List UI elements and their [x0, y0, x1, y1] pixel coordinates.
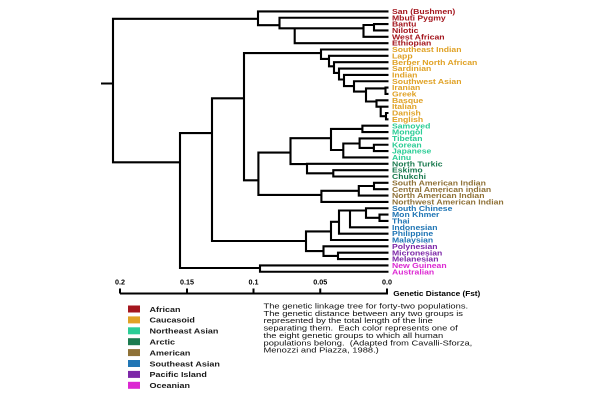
svg-text:Menozzi and Piazza, 1988.): Menozzi and Piazza, 1988.): [264, 346, 379, 355]
svg-text:0.15: 0.15: [180, 278, 194, 287]
svg-text:Micronesian: Micronesian: [392, 248, 442, 257]
svg-text:South Chinese: South Chinese: [392, 204, 452, 213]
svg-text:North American Indian: North American Indian: [392, 191, 485, 200]
svg-text:The genetic linkage tree for f: The genetic linkage tree for forty-two p…: [264, 302, 469, 311]
svg-text:Southeast Indian: Southeast Indian: [392, 45, 462, 54]
svg-text:Tibetan: Tibetan: [392, 134, 423, 143]
svg-text:Lapp: Lapp: [392, 51, 413, 60]
svg-text:Japanese: Japanese: [392, 147, 431, 156]
svg-text:represented by the total lengt: represented by the total length of the l…: [264, 316, 433, 325]
svg-text:Basque: Basque: [392, 96, 423, 105]
svg-text:Eskimo: Eskimo: [392, 166, 423, 175]
svg-text:Southeast Asian: Southeast Asian: [150, 359, 220, 368]
svg-text:Mongol: Mongol: [392, 128, 423, 137]
svg-text:American: American: [150, 348, 191, 357]
svg-text:Northeast Asian: Northeast Asian: [150, 327, 219, 336]
svg-text:Italian: Italian: [392, 102, 417, 111]
svg-text:Polynesian: Polynesian: [392, 242, 438, 251]
svg-text:San (Bushmen): San (Bushmen): [392, 7, 456, 16]
svg-text:Central American indian: Central American indian: [392, 185, 491, 194]
svg-text:0.0: 0.0: [382, 278, 392, 287]
svg-text:populations belong. (Adapted: populations belong. (Adapted from Cavall…: [264, 338, 473, 347]
svg-text:North Turkic: North Turkic: [392, 159, 443, 168]
svg-text:African: African: [150, 305, 181, 314]
svg-text:Philippine: Philippine: [392, 229, 433, 238]
svg-text:0.05: 0.05: [313, 278, 327, 287]
svg-text:Danish: Danish: [392, 109, 421, 118]
svg-text:Australian: Australian: [392, 267, 434, 276]
svg-text:the eight genetic groups to wh: the eight genetic groups to which all hu…: [264, 331, 444, 340]
svg-text:Genetic Distance (Fst): Genetic Distance (Fst): [393, 289, 481, 298]
svg-text:Thai: Thai: [392, 217, 410, 226]
svg-text:Mbuti Pygmy: Mbuti Pygmy: [392, 13, 446, 22]
svg-text:Korean: Korean: [392, 140, 422, 149]
svg-text:Mon Khmer: Mon Khmer: [392, 210, 440, 219]
svg-text:Samoyed: Samoyed: [392, 121, 430, 130]
svg-text:New Guinean: New Guinean: [392, 261, 447, 270]
svg-text:Northwest American Indian: Northwest American Indian: [392, 197, 504, 206]
svg-text:separating them. Each color r: separating them. Each color represents o…: [264, 324, 458, 333]
svg-text:Southwest Asian: Southwest Asian: [392, 77, 462, 86]
svg-text:Ainu: Ainu: [392, 153, 411, 162]
svg-text:Greek: Greek: [392, 90, 417, 99]
svg-text:Berber North African: Berber North African: [392, 58, 477, 67]
svg-text:Pacific Island: Pacific Island: [150, 370, 207, 379]
svg-text:Iranian: Iranian: [392, 83, 420, 92]
svg-text:Ethiopian: Ethiopian: [392, 39, 431, 48]
svg-text:The genetic distance between a: The genetic distance between any two gro…: [264, 309, 464, 318]
svg-text:0.1: 0.1: [249, 278, 259, 287]
svg-text:Malaysian: Malaysian: [392, 236, 433, 245]
svg-text:Melanesian: Melanesian: [392, 255, 439, 264]
svg-text:English: English: [392, 115, 423, 124]
svg-text:Sardinian: Sardinian: [392, 64, 431, 73]
svg-text:Indonesian: Indonesian: [392, 223, 438, 232]
svg-text:Nilotic: Nilotic: [392, 26, 418, 35]
svg-text:Chukchi: Chukchi: [392, 172, 426, 181]
svg-text:Arctic: Arctic: [150, 338, 176, 347]
svg-text:Indian: Indian: [392, 70, 417, 79]
svg-text:Caucasoid: Caucasoid: [150, 316, 195, 325]
svg-text:South American Indian: South American Indian: [392, 178, 486, 187]
svg-text:Oceanian: Oceanian: [150, 381, 191, 390]
svg-text:0.2: 0.2: [115, 278, 125, 287]
svg-text:West African: West African: [392, 32, 445, 41]
svg-text:Bantu: Bantu: [392, 20, 416, 29]
